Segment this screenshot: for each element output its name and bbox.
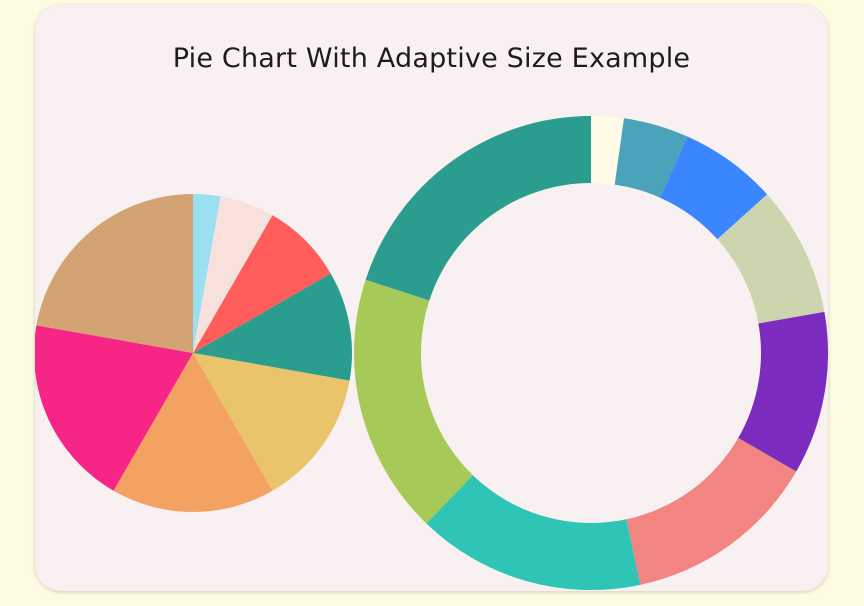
- pie-chart: [35, 194, 352, 512]
- pie-slice-7: [35, 325, 193, 491]
- page-title: Pie Chart With Adaptive Size Example: [172, 43, 691, 74]
- donut-chart: [354, 116, 828, 590]
- donut-slice-8: [354, 279, 473, 524]
- donut-slice-1: [591, 116, 624, 185]
- donut-slice-4: [717, 194, 825, 324]
- donut-slice-7: [426, 475, 641, 590]
- donut-slice-5: [738, 311, 828, 472]
- pie-slice-8: [36, 194, 194, 353]
- pie-slice-5: [193, 353, 350, 491]
- charts-canvas: [35, 116, 828, 590]
- donut-slice-2: [614, 118, 688, 198]
- chart-card: Pie Chart With Adaptive Size Example: [35, 5, 828, 591]
- pie-slice-4: [193, 273, 352, 381]
- donut-slice-6: [626, 438, 797, 585]
- pie-slice-2: [193, 196, 273, 353]
- donut-slice-9: [365, 116, 591, 301]
- pie-slice-6: [113, 353, 273, 512]
- pie-slice-3: [193, 215, 331, 353]
- pie-slice-1: [193, 194, 221, 353]
- donut-slice-3: [660, 136, 768, 240]
